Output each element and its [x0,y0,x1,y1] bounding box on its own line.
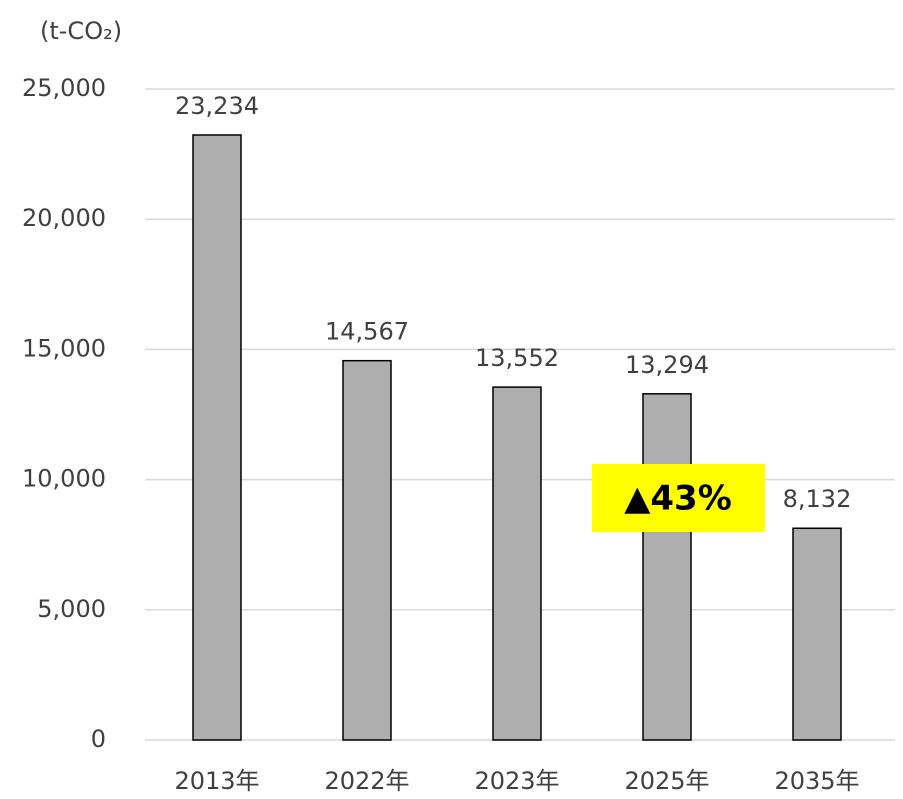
bar [192,134,242,741]
data-label: 13,552 [475,344,559,372]
data-label: 23,234 [175,92,259,120]
y-tick-label: 15,000 [22,334,106,362]
bar [342,359,392,741]
x-tick-label: 2035年 [774,767,859,795]
y-tick-label: 20,000 [22,204,106,232]
annotation: ▲43% [624,479,732,519]
bar [642,393,692,741]
x-tick-label: 2013年 [174,767,259,795]
bar [492,386,542,741]
annotation-box [592,464,765,532]
data-label: 13,294 [625,351,709,379]
x-tick-label: 2023年 [474,767,559,795]
y-tick-label: 25,000 [22,74,106,102]
x-tick-label: 2022年 [324,767,409,795]
x-tick-label: 2025年 [624,767,709,795]
bar [792,527,842,741]
unit-label: (t-CO₂) [40,17,122,45]
y-tick-label: 5,000 [37,595,106,623]
y-tick-label: 10,000 [22,465,106,493]
y-tick-label: 0 [91,725,106,753]
data-label: 8,132 [783,485,852,513]
data-label: 14,567 [325,318,409,346]
